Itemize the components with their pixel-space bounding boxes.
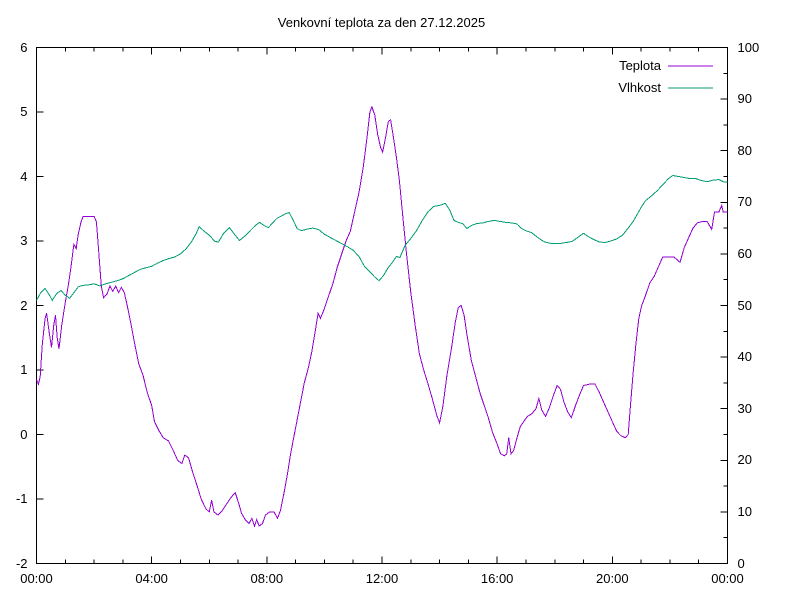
legend-label-vlhkost: Vlhkost <box>618 80 661 95</box>
y-right-tick-label: 50 <box>737 297 752 313</box>
y-right-tick-label: 70 <box>737 194 752 210</box>
humidity-line <box>36 174 728 302</box>
y-right-tick-label: 90 <box>737 91 752 107</box>
legend-label-teplota: Teplota <box>619 58 661 73</box>
y-left-tick-label: 4 <box>20 168 28 184</box>
y-right-tick-label: 100 <box>737 39 760 55</box>
y-right-tick-label: 0 <box>737 555 745 571</box>
y-left-tick-label: -2 <box>15 555 28 571</box>
x-tick-label: 00:00 <box>711 570 744 586</box>
y-left-tick-label: -1 <box>15 491 28 506</box>
y-right-tick-label: 20 <box>737 452 752 468</box>
y-left-tick-label: 0 <box>20 426 28 442</box>
x-tick-label: 04:00 <box>135 570 168 586</box>
y-left-tick-label: 6 <box>20 39 28 55</box>
x-tick-label: 08:00 <box>250 570 284 586</box>
y-left-tick-label: 3 <box>20 233 28 248</box>
x-tick-label: 00:00 <box>20 570 53 586</box>
plot-border <box>36 47 728 564</box>
y-right-tick-label: 30 <box>737 400 752 416</box>
y-right-tick-label: 40 <box>737 349 752 365</box>
temperature-line <box>36 105 728 528</box>
y-right-tick-label: 80 <box>737 142 752 158</box>
y-left-tick-label: 5 <box>20 104 28 119</box>
y-left-tick-label: 2 <box>20 297 28 313</box>
y-right-tick-label: 10 <box>737 503 752 519</box>
x-tick-label: 16:00 <box>480 570 514 586</box>
y-left-tick-label: 1 <box>20 362 28 377</box>
y-right-tick-label: 60 <box>737 245 752 261</box>
x-tick-label: 20:00 <box>596 570 629 586</box>
chart-title: Venkovní teplota za den 27.12.2025 <box>277 15 486 30</box>
x-tick-label: 12:00 <box>365 570 399 586</box>
